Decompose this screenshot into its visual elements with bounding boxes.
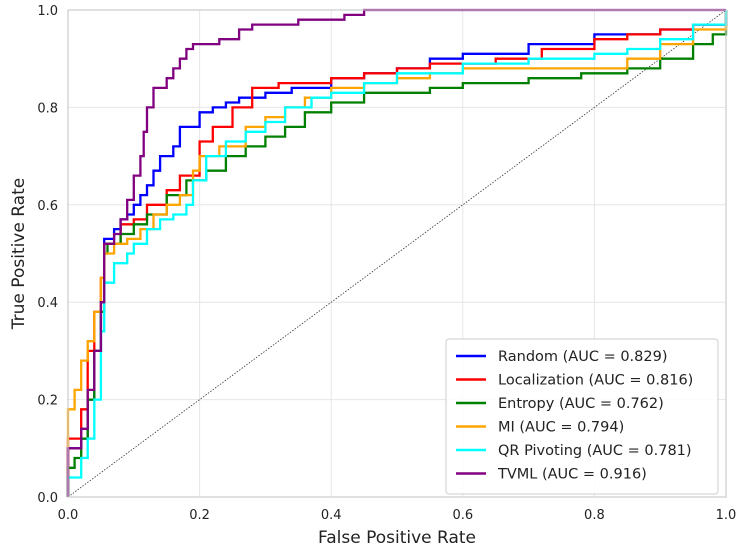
series-lines bbox=[66, 8, 728, 497]
legend-label: MI (AUC = 0.794) bbox=[498, 420, 624, 436]
legend: Random (AUC = 0.829) Localization (AUC = … bbox=[445, 338, 719, 495]
legend-label: Localization (AUC = 0.816) bbox=[498, 373, 693, 389]
x-tick-label: 0.0 bbox=[58, 508, 79, 523]
legend-label: Entropy (AUC = 0.762) bbox=[498, 396, 664, 412]
legend-label: TVML (AUC = 0.916) bbox=[497, 467, 647, 483]
x-tick-label: 0.4 bbox=[321, 508, 342, 523]
tick-labels: 0.0 0.2 0.4 0.6 0.8 1.0 0.0 0.2 0.4 0.6 0.8 1.0 bbox=[37, 4, 736, 523]
legend-box bbox=[445, 338, 719, 495]
chance-line bbox=[67, 9, 727, 498]
y-tick-label: 0.2 bbox=[37, 394, 58, 409]
y-tick-label: 0.4 bbox=[37, 296, 58, 311]
x-axis-label: False Positive Rate bbox=[318, 528, 476, 548]
plot-frame bbox=[67, 9, 727, 498]
y-tick-label: 0.8 bbox=[37, 101, 58, 116]
y-axis-label: True Positive Rate bbox=[9, 178, 29, 330]
x-tick-label: 0.2 bbox=[189, 508, 210, 523]
legend-label: QR Pivoting (AUC = 0.781) bbox=[498, 443, 692, 459]
x-tick-label: 1.0 bbox=[716, 508, 737, 523]
x-tick-label: 0.8 bbox=[584, 508, 605, 523]
x-tick-label: 0.6 bbox=[452, 508, 473, 523]
y-tick-label: 1.0 bbox=[37, 4, 58, 19]
series-line bbox=[66, 10, 728, 497]
y-tick-label: 0.6 bbox=[37, 199, 58, 214]
y-tick-label: 0.0 bbox=[37, 491, 58, 506]
reference-diagonal bbox=[67, 9, 727, 498]
legend-label: Random (AUC = 0.829) bbox=[498, 349, 668, 365]
series-line bbox=[66, 8, 726, 497]
